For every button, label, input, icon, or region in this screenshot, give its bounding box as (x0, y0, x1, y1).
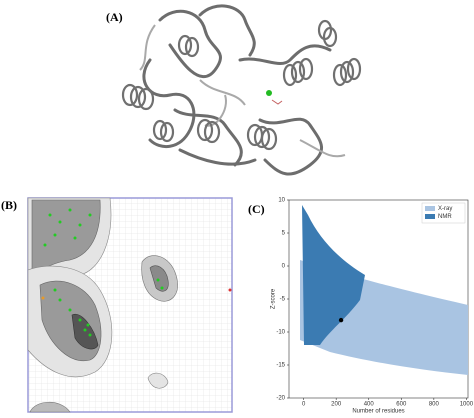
ramachandran-plot (27, 197, 233, 413)
legend-label: X-ray (438, 206, 452, 212)
panel-label: (B) (1, 198, 17, 212)
x-axis-label: Number of residues (352, 409, 404, 415)
y-tick-label: -10 (276, 330, 285, 336)
panel-label: (C) (248, 202, 265, 216)
x-tick-label: 800 (429, 402, 440, 408)
legend-swatch (425, 214, 435, 219)
x-tick-label: 0 (302, 402, 306, 408)
helix (121, 19, 362, 151)
y-axis-label: Z-score (271, 288, 277, 309)
y-tick-label: -15 (276, 363, 285, 369)
x-tick-label: 200 (331, 402, 342, 408)
x-tick-label: 600 (396, 402, 407, 408)
zscore-plot (288, 199, 469, 399)
x-tick-label: 1000 (460, 402, 474, 408)
y-tick-label: 10 (278, 198, 285, 204)
query-point (338, 317, 344, 323)
ligand (266, 90, 272, 96)
y-tick-label: 5 (282, 231, 286, 237)
y-tick-label: -20 (276, 396, 285, 402)
y-tick-label: 0 (282, 264, 286, 270)
residue (271, 99, 283, 105)
nmr-cloud (302, 205, 365, 345)
y-tick-label: -5 (280, 297, 286, 303)
legend-swatch (425, 206, 435, 211)
residue-points (41, 208, 232, 337)
x-tick-label: 400 (364, 402, 375, 408)
panel-label: (A) (106, 10, 123, 24)
legend-label: NMR (438, 214, 452, 220)
protein-structure (121, 4, 362, 176)
